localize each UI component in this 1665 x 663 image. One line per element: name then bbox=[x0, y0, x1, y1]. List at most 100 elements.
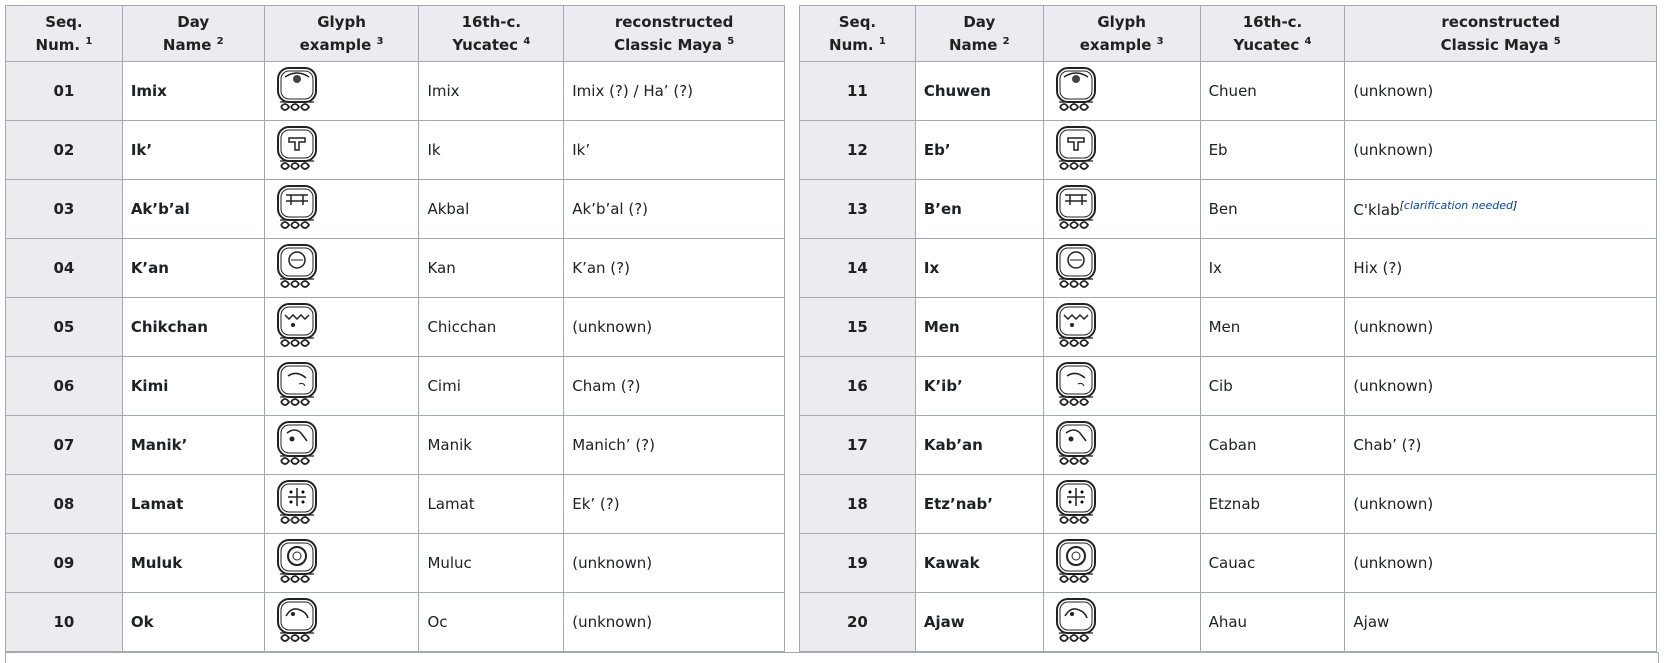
seq-num-cell: 17 bbox=[799, 415, 916, 475]
seq-num-cell: 18 bbox=[799, 474, 916, 534]
footnote-ref[interactable]: 4 bbox=[523, 35, 531, 47]
header-line2: Num. bbox=[829, 35, 874, 54]
footnote-ref[interactable]: 4 bbox=[1304, 35, 1312, 47]
glyph-cell bbox=[263, 356, 420, 416]
glyph-cell bbox=[1042, 592, 1201, 652]
table-row: 06 Kimi Cimi Cham (?) bbox=[5, 356, 785, 416]
classic-maya-value: C'klab bbox=[1353, 201, 1400, 219]
header-glyph-example: Glyph example 3 bbox=[1042, 5, 1201, 62]
kaban-glyph-icon[interactable] bbox=[1052, 419, 1192, 471]
next-table-edge bbox=[5, 652, 1659, 663]
yucatec-cell: Imix bbox=[418, 61, 565, 121]
ok-glyph-icon[interactable] bbox=[273, 596, 411, 648]
day-name-cell: Chuwen bbox=[914, 61, 1044, 121]
kimi-glyph-icon[interactable] bbox=[273, 360, 411, 412]
header-line2: Name bbox=[162, 35, 212, 54]
header-line1: Day bbox=[177, 12, 210, 31]
footnote-ref[interactable]: 1 bbox=[85, 35, 93, 47]
classic-maya-cell: Ak’b’al (?) bbox=[563, 179, 785, 239]
footnote-ref[interactable]: 5 bbox=[1553, 35, 1561, 47]
glyph-cell bbox=[263, 533, 420, 593]
classic-maya-value: (unknown) bbox=[1353, 82, 1434, 100]
day-name-cell: Chikchan bbox=[121, 297, 265, 357]
table-row: 12 Eb’ Eb (unknown) bbox=[799, 120, 1657, 180]
footnote-ref[interactable]: 2 bbox=[216, 35, 224, 47]
classic-maya-value: Ak’b’al (?) bbox=[572, 200, 649, 218]
table-row: 11 Chuwen Chuen (unknown) bbox=[799, 61, 1657, 121]
footnote-ref[interactable]: 5 bbox=[727, 35, 735, 47]
footnote-ref[interactable]: 3 bbox=[1156, 35, 1164, 47]
yucatec-cell: Ix bbox=[1199, 238, 1346, 298]
lamat-glyph-icon[interactable] bbox=[273, 478, 411, 530]
header-line1: Glyph bbox=[317, 12, 366, 31]
eb-glyph-icon[interactable] bbox=[1052, 124, 1192, 176]
table-row: 18 Etz’nab’ Etznab (unknown) bbox=[799, 474, 1657, 534]
table-row: 13 B’en Ben C'klab[clarification needed] bbox=[799, 179, 1657, 239]
imix-glyph-icon[interactable] bbox=[273, 65, 411, 117]
classic-maya-value: Cham (?) bbox=[572, 377, 641, 395]
day-name-cell: Men bbox=[914, 297, 1044, 357]
ix-glyph-icon[interactable] bbox=[1052, 242, 1192, 294]
men-glyph-icon[interactable] bbox=[1052, 301, 1192, 353]
chikchan-glyph-icon[interactable] bbox=[273, 301, 411, 353]
footnote-ref[interactable]: 2 bbox=[1002, 35, 1010, 47]
day-name-cell: Ok bbox=[121, 592, 265, 652]
header-yucatec: 16th-c. Yucatec 4 bbox=[418, 5, 565, 62]
kib-glyph-icon[interactable] bbox=[1052, 360, 1192, 412]
table-row: 03 Ak’b’al Akbal Ak’b’al (?) bbox=[5, 179, 785, 239]
classic-maya-cell: Cham (?) bbox=[563, 356, 785, 416]
table-row: 01 Imix Imix Imix (?) / Ha’ (?) bbox=[5, 61, 785, 121]
day-name-cell: Kawak bbox=[914, 533, 1044, 593]
ben-glyph-icon[interactable] bbox=[1052, 183, 1192, 235]
muluk-glyph-icon[interactable] bbox=[273, 537, 411, 589]
header-classic-maya: reconstructed Classic Maya 5 bbox=[563, 5, 785, 62]
classic-maya-value: (unknown) bbox=[1353, 318, 1434, 336]
seq-num-cell: 20 bbox=[799, 592, 916, 652]
day-name-cell: Imix bbox=[121, 61, 265, 121]
ajaw-glyph-icon[interactable] bbox=[1052, 596, 1192, 648]
classic-maya-value: (unknown) bbox=[572, 554, 653, 572]
chuwen-glyph-icon[interactable] bbox=[1052, 65, 1192, 117]
kan-glyph-icon[interactable] bbox=[273, 242, 411, 294]
manik-glyph-icon[interactable] bbox=[273, 419, 411, 471]
day-name-cell: Manik’ bbox=[121, 415, 265, 475]
classic-maya-cell: (unknown) bbox=[1344, 120, 1657, 180]
table-row: 08 Lamat Lamat Ek’ (?) bbox=[5, 474, 785, 534]
classic-maya-value: Ik’ bbox=[572, 141, 591, 159]
classic-maya-cell: K’an (?) bbox=[563, 238, 785, 298]
classic-maya-cell: Imix (?) / Ha’ (?) bbox=[563, 61, 785, 121]
classic-maya-value: (unknown) bbox=[1353, 554, 1434, 572]
classic-maya-value: (unknown) bbox=[1353, 141, 1434, 159]
glyph-cell bbox=[263, 415, 420, 475]
clarification-needed-link[interactable]: clarification needed bbox=[1403, 199, 1514, 212]
etznab-glyph-icon[interactable] bbox=[1052, 478, 1192, 530]
header-line2: example bbox=[299, 35, 372, 54]
yucatec-cell: Etznab bbox=[1199, 474, 1346, 534]
day-name-cell: Ik’ bbox=[121, 120, 265, 180]
seq-num-cell: 05 bbox=[5, 297, 123, 357]
glyph-cell bbox=[1042, 238, 1201, 298]
footnote-ref[interactable]: 1 bbox=[878, 35, 886, 47]
footnote-ref[interactable]: 3 bbox=[376, 35, 384, 47]
seq-num-cell: 15 bbox=[799, 297, 916, 357]
header-line2: Num. bbox=[35, 35, 81, 54]
akbal-glyph-icon[interactable] bbox=[273, 183, 411, 235]
yucatec-cell: Kan bbox=[418, 238, 565, 298]
header-line2: Classic Maya bbox=[1440, 35, 1549, 54]
header-line1: reconstructed bbox=[614, 12, 734, 31]
seq-num-cell: 08 bbox=[5, 474, 123, 534]
classic-maya-value: Imix (?) / Ha’ (?) bbox=[572, 82, 694, 100]
ik-glyph-icon[interactable] bbox=[273, 124, 411, 176]
seq-num-cell: 19 bbox=[799, 533, 916, 593]
day-name-cell: K’ib’ bbox=[914, 356, 1044, 416]
glyph-cell bbox=[263, 238, 420, 298]
header-line1: Seq. bbox=[45, 12, 83, 31]
seq-num-cell: 13 bbox=[799, 179, 916, 239]
kawak-glyph-icon[interactable] bbox=[1052, 537, 1192, 589]
header-line1: reconstructed bbox=[1441, 12, 1560, 31]
glyph-cell bbox=[263, 120, 420, 180]
header-glyph-example: Glyph example 3 bbox=[263, 5, 420, 62]
classic-maya-value: K’an (?) bbox=[572, 259, 630, 277]
classic-maya-value: (unknown) bbox=[572, 318, 653, 336]
yucatec-cell: Akbal bbox=[418, 179, 565, 239]
